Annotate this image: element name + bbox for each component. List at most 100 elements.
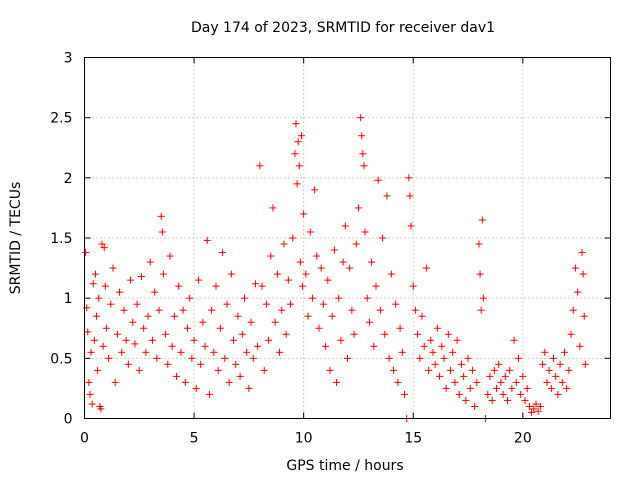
data-point [91, 270, 99, 278]
data-point [326, 366, 334, 374]
data-point [137, 273, 145, 281]
data-point [105, 354, 113, 362]
data-point [111, 378, 119, 386]
data-point [192, 384, 200, 392]
data-point [85, 378, 93, 386]
data-point [199, 318, 207, 326]
data-point [536, 402, 544, 410]
data-point [299, 282, 307, 290]
data-point [87, 348, 95, 356]
data-point [396, 324, 404, 332]
data-point [287, 300, 295, 308]
data-point [294, 138, 302, 146]
data-point [374, 176, 382, 184]
data-point [427, 336, 435, 344]
data-point [227, 270, 235, 278]
data-point [530, 405, 538, 413]
data-point [501, 372, 509, 380]
data-point [567, 330, 575, 338]
data-point [337, 336, 345, 344]
data-point [82, 248, 90, 256]
data-point [131, 340, 139, 348]
data-point [352, 240, 360, 248]
data-point [135, 366, 143, 374]
y-tick-label: 2 [64, 171, 73, 187]
data-point [302, 270, 310, 278]
data-point [153, 354, 161, 362]
data-point [455, 390, 463, 398]
data-point [539, 360, 547, 368]
data-point [219, 248, 227, 256]
data-point [276, 348, 284, 356]
data-point [429, 348, 437, 356]
data-point [278, 306, 286, 314]
data-point [292, 120, 300, 128]
data-point [471, 402, 479, 410]
data-point [313, 252, 321, 260]
data-point [162, 330, 170, 338]
data-point [238, 330, 246, 338]
data-point [179, 306, 187, 314]
data-point [385, 354, 393, 362]
data-point [304, 312, 312, 320]
x-axis-label: GPS time / hours [286, 458, 403, 474]
data-point [425, 366, 433, 374]
data-point [475, 240, 483, 248]
data-point [146, 258, 154, 266]
data-point [249, 354, 257, 362]
data-point [234, 312, 242, 320]
data-point [558, 378, 566, 386]
data-point [581, 360, 589, 368]
data-point [433, 324, 441, 332]
data-point [236, 372, 244, 380]
data-point [488, 396, 496, 404]
data-point [361, 228, 369, 236]
data-point [188, 354, 196, 362]
data-point [221, 354, 229, 362]
data-points [82, 114, 589, 422]
x-tick-label: 0 [80, 431, 89, 447]
data-point [358, 132, 366, 140]
data-point [335, 294, 343, 302]
data-point [411, 306, 419, 314]
data-point [124, 360, 132, 368]
data-point [113, 330, 121, 338]
y-tick-label: 2.5 [50, 111, 72, 127]
grid-lines [84, 57, 611, 419]
data-point [151, 288, 159, 296]
plot-frame [84, 57, 611, 419]
data-point [409, 282, 417, 290]
y-tick-label: 1 [64, 291, 73, 307]
data-point [89, 280, 97, 288]
data-point [418, 312, 426, 320]
data-point [554, 390, 562, 398]
data-point [447, 366, 455, 374]
x-tick-label: 5 [190, 431, 199, 447]
data-point [127, 276, 135, 284]
data-point [101, 282, 109, 290]
data-point [296, 258, 304, 266]
data-point [528, 408, 536, 416]
data-point [84, 328, 92, 336]
data-point [232, 360, 240, 368]
data-point [490, 366, 498, 374]
data-point [90, 336, 98, 344]
data-point [164, 360, 172, 368]
data-point [442, 384, 450, 392]
data-point [262, 300, 270, 308]
data-point [405, 174, 413, 182]
data-point [88, 400, 96, 408]
data-point [431, 360, 439, 368]
data-point [534, 407, 542, 415]
data-point [293, 180, 301, 188]
data-point [258, 282, 266, 290]
data-point [328, 312, 336, 320]
data-point [173, 372, 181, 380]
data-point [354, 204, 362, 212]
data-point [545, 366, 553, 374]
data-point [118, 348, 126, 356]
data-point [477, 306, 485, 314]
data-point [368, 258, 376, 266]
data-point [129, 318, 137, 326]
